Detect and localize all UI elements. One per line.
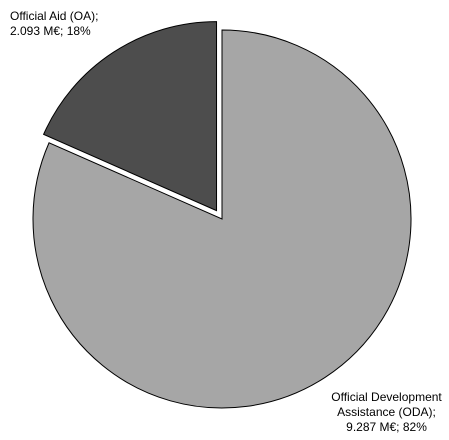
- slice-label-line: Official Development: [331, 390, 442, 404]
- slice-label-official-aid: Official Aid (OA); 2.093 M€; 18%: [10, 9, 98, 39]
- pie-slice-oda: [32, 29, 412, 409]
- slice-label-line: Official Aid (OA);: [10, 9, 99, 23]
- slice-label-line: 2.093 M€; 18%: [10, 24, 91, 38]
- pie-slice-oa: [42, 21, 218, 212]
- slice-label-official-development-assistance: Official Development Assistance (ODA); 9…: [324, 390, 449, 435]
- slice-label-line: 9.287 M€; 82%: [346, 420, 427, 434]
- slice-label-line: Assistance (ODA);: [337, 405, 436, 419]
